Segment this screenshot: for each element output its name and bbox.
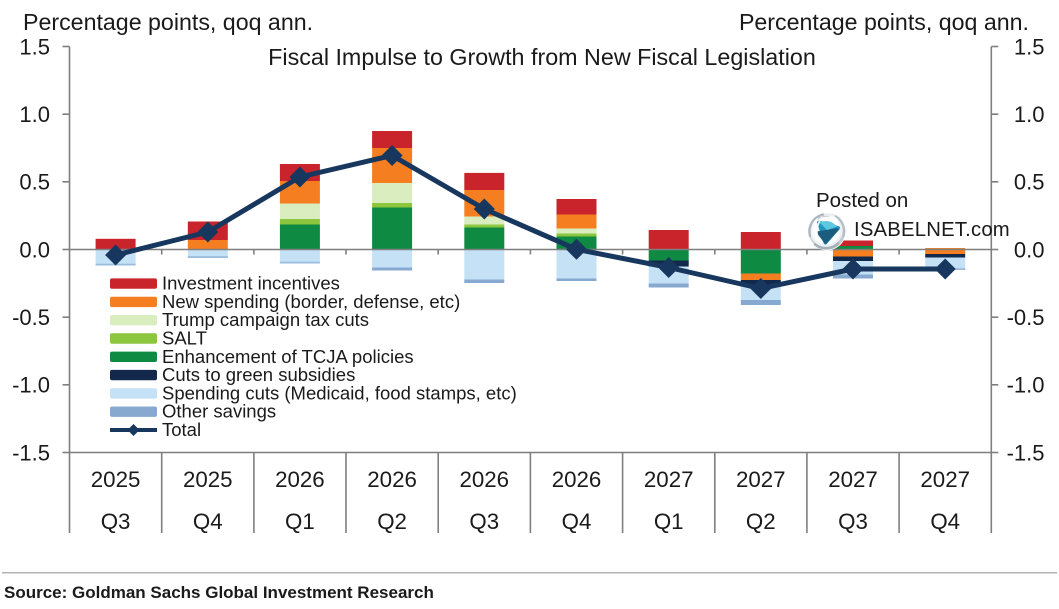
svg-text:0.5: 0.5: [1014, 170, 1045, 195]
svg-text:2027: 2027: [736, 467, 786, 492]
svg-text:-0.5: -0.5: [12, 305, 50, 330]
svg-text:0.0: 0.0: [1014, 237, 1045, 262]
svg-text:Investment incentives: Investment incentives: [162, 273, 340, 294]
svg-text:-1.0: -1.0: [12, 373, 50, 398]
svg-text:Enhancement of TCJA policies: Enhancement of TCJA policies: [162, 346, 414, 367]
svg-text:-1.5: -1.5: [1007, 440, 1045, 465]
svg-text:-1.5: -1.5: [12, 440, 50, 465]
svg-text:Q1: Q1: [285, 509, 315, 534]
svg-text:-1.0: -1.0: [1007, 373, 1045, 398]
svg-text:Q1: Q1: [654, 509, 684, 534]
svg-text:Percentage points, qoq ann.: Percentage points, qoq ann.: [23, 9, 313, 35]
svg-text:Total: Total: [162, 419, 201, 440]
svg-text:ISABELNET.com: ISABELNET.com: [854, 219, 1010, 241]
svg-text:0.5: 0.5: [19, 170, 50, 195]
svg-text:1.0: 1.0: [1014, 102, 1045, 127]
svg-text:Percentage points, qoq ann.: Percentage points, qoq ann.: [739, 9, 1029, 35]
svg-text:Spending cuts (Medicaid, food: Spending cuts (Medicaid, food stamps, et…: [162, 382, 517, 403]
svg-text:2026: 2026: [459, 467, 509, 492]
svg-text:2027: 2027: [644, 467, 694, 492]
svg-text:2026: 2026: [552, 467, 602, 492]
svg-text:Q3: Q3: [838, 509, 868, 534]
svg-text:2025: 2025: [183, 467, 233, 492]
svg-text:Q3: Q3: [469, 509, 499, 534]
svg-text:Q3: Q3: [101, 509, 131, 534]
svg-text:Cuts to green subsidies: Cuts to green subsidies: [162, 364, 355, 385]
svg-text:Posted on: Posted on: [816, 189, 908, 212]
svg-text:2025: 2025: [91, 467, 141, 492]
svg-text:Trump campaign tax cuts: Trump campaign tax cuts: [162, 309, 369, 330]
svg-text:Source: Goldman Sachs Global I: Source: Goldman Sachs Global Investment …: [4, 583, 434, 602]
svg-text:1.5: 1.5: [1014, 34, 1045, 59]
svg-text:2026: 2026: [275, 467, 325, 492]
svg-text:-0.5: -0.5: [1007, 305, 1045, 330]
svg-text:Other savings: Other savings: [162, 401, 276, 422]
svg-text:Q4: Q4: [193, 509, 223, 534]
svg-text:Q4: Q4: [930, 509, 960, 534]
svg-text:2027: 2027: [828, 467, 878, 492]
svg-text:SALT: SALT: [162, 328, 207, 349]
svg-text:Fiscal Impulse to Growth from: Fiscal Impulse to Growth from New Fiscal…: [268, 44, 816, 70]
svg-text:Q2: Q2: [746, 509, 776, 534]
svg-text:2026: 2026: [367, 467, 417, 492]
svg-text:Q4: Q4: [562, 509, 592, 534]
svg-text:0.0: 0.0: [19, 237, 50, 262]
svg-text:New spending (border, defense,: New spending (border, defense, etc): [162, 291, 460, 312]
svg-text:1.5: 1.5: [19, 34, 50, 59]
svg-text:Q2: Q2: [377, 509, 407, 534]
svg-text:2027: 2027: [920, 467, 970, 492]
svg-text:1.0: 1.0: [19, 102, 50, 127]
